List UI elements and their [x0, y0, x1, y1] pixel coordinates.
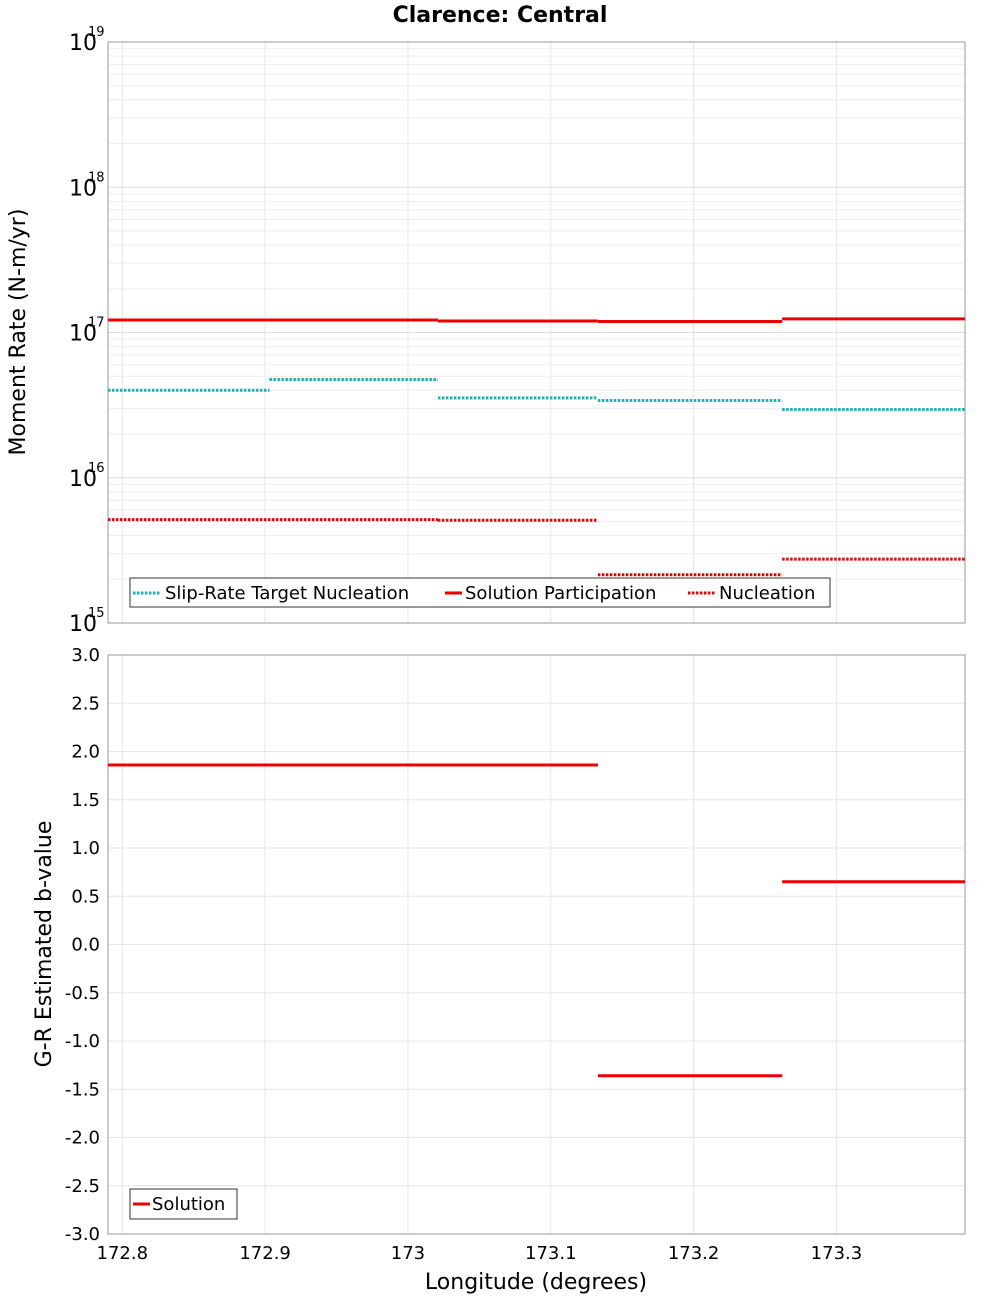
bottom-plot-frame: [107, 654, 966, 1235]
x-tick-label: 173.2: [668, 1243, 720, 1264]
bottom-y-tick-label: 2.0: [71, 742, 100, 763]
legend-label-solution: Solution: [152, 1194, 225, 1215]
top-plot-frame: [107, 41, 966, 624]
legend-label-nucleation: Nucleation: [719, 583, 815, 604]
top-y-tick-label-exponent: 19: [88, 25, 105, 40]
top-y-axis-label: Moment Rate (N-m/yr): [6, 209, 31, 456]
top-y-tick-label-base: 10: [69, 612, 97, 637]
bottom-y-ticks: 3.0 2.5 2.0 1.5 1.0 0.5 0.0 -0.5 -1.0 -1.5 -2.0 -2.…: [65, 645, 100, 1245]
bottom-y-tick-label: -0.5: [65, 983, 100, 1004]
bottom-y-tick-label: -2.0: [65, 1128, 100, 1149]
bottom-y-tick-label: 0.0: [71, 935, 100, 956]
bottom-y-tick-label: 1.5: [71, 790, 100, 811]
bottom-y-tick-label: -3.0: [65, 1224, 100, 1245]
top-grid: [108, 42, 965, 624]
x-axis-label: Longitude (degrees): [425, 1270, 647, 1295]
chart-title: Clarence: Central: [393, 3, 608, 28]
top-y-tick-label-base: 10: [69, 467, 97, 492]
bottom-y-tick-label: 3.0: [71, 645, 100, 666]
top-y-tick-label-exponent: 18: [88, 170, 105, 185]
bottom-y-tick-label: 0.5: [71, 886, 100, 907]
top-y-tick-label-exponent: 16: [88, 461, 105, 476]
legend-label-solution-participation: Solution Participation: [465, 583, 656, 604]
top-y-tick-label-base: 10: [69, 176, 97, 201]
bottom-y-tick-label: -2.5: [65, 1176, 100, 1197]
top-series: [108, 317, 965, 577]
x-ticks: 172.8 172.9 173 173.1 173.2 173.3: [97, 1243, 863, 1264]
x-tick-label: 173.1: [525, 1243, 577, 1264]
top-y-tick-label-exponent: 17: [88, 316, 105, 331]
bottom-legend: Solution: [129, 1188, 238, 1220]
x-tick-label: 172.8: [97, 1243, 149, 1264]
bottom-y-axis-label: G-R Estimated b-value: [32, 821, 57, 1068]
bottom-grid: [108, 654, 965, 1235]
bottom-y-tick-label: 1.0: [71, 838, 100, 859]
x-tick-label: 173.3: [811, 1243, 863, 1264]
legend-label-slip-rate: Slip-Rate Target Nucleation: [165, 583, 409, 604]
bottom-y-tick-label: -1.5: [65, 1079, 100, 1100]
top-y-tick-label-base: 10: [69, 31, 97, 56]
bottom-y-tick-label: -1.0: [65, 1031, 100, 1052]
top-y-tick-label-exponent: 15: [88, 606, 105, 621]
top-y-tick-label-base: 10: [69, 322, 97, 347]
x-tick-label: 173: [391, 1243, 425, 1264]
bottom-series: [108, 763, 965, 1078]
bottom-y-tick-label: 2.5: [71, 693, 100, 714]
top-legend: Slip-Rate Target Nucleation Solution Par…: [129, 577, 831, 608]
x-tick-label: 172.9: [239, 1243, 291, 1264]
